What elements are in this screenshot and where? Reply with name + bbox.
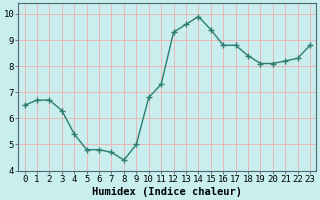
X-axis label: Humidex (Indice chaleur): Humidex (Indice chaleur) — [92, 186, 242, 197]
